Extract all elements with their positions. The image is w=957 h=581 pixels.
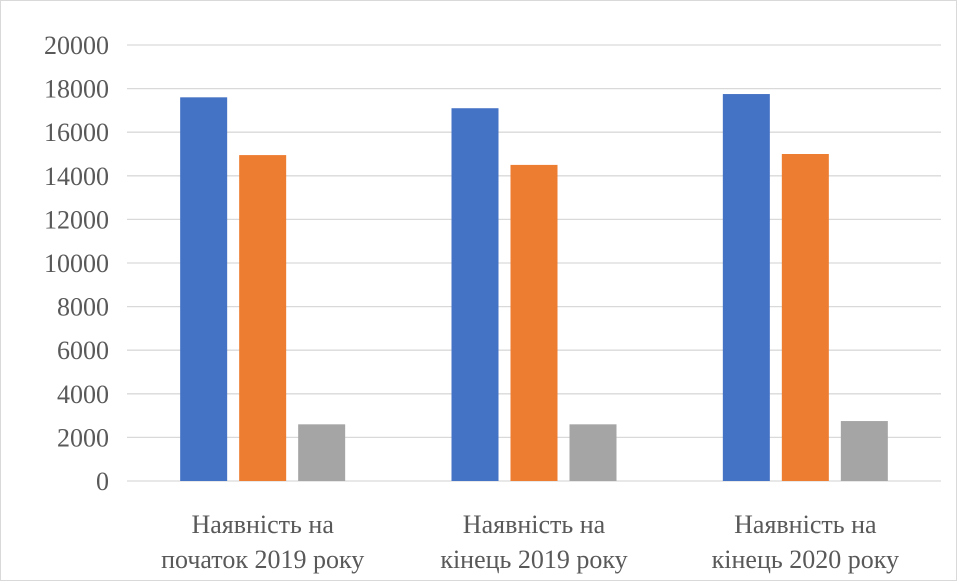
x-category-label: кінець 2020 року <box>712 545 899 574</box>
bar <box>451 108 499 481</box>
y-tick-label: 14000 <box>44 162 109 191</box>
bar <box>569 424 617 481</box>
bar <box>840 421 888 481</box>
y-axis-tick-labels: 0 2000 4000 6000 8000 10000 12000 14000 16000 180… <box>44 31 109 496</box>
y-tick-label: 8000 <box>57 293 109 322</box>
bar <box>239 155 287 481</box>
x-category-label: Наявність на <box>734 510 877 539</box>
y-tick-label: 10000 <box>44 249 109 278</box>
bar <box>781 154 829 481</box>
y-tick-label: 16000 <box>44 118 109 147</box>
bar <box>510 164 558 481</box>
x-category-label: початок 2019 року <box>161 545 364 574</box>
x-category-label: кінець 2019 року <box>440 545 627 574</box>
bar <box>298 424 346 481</box>
bars <box>180 94 888 482</box>
y-tick-label: 18000 <box>44 75 109 104</box>
y-tick-label: 2000 <box>57 423 109 452</box>
x-category-label: Наявність на <box>191 510 334 539</box>
bar <box>722 94 770 482</box>
bar <box>180 97 228 481</box>
y-tick-label: 20000 <box>44 31 109 60</box>
x-category-label: Наявність на <box>463 510 606 539</box>
y-tick-label: 6000 <box>57 336 109 365</box>
y-tick-label: 12000 <box>44 205 109 234</box>
x-axis-category-labels: Наявність на початок 2019 року Наявність н… <box>161 510 899 574</box>
y-tick-label: 0 <box>96 467 109 496</box>
y-tick-label: 4000 <box>57 380 109 409</box>
